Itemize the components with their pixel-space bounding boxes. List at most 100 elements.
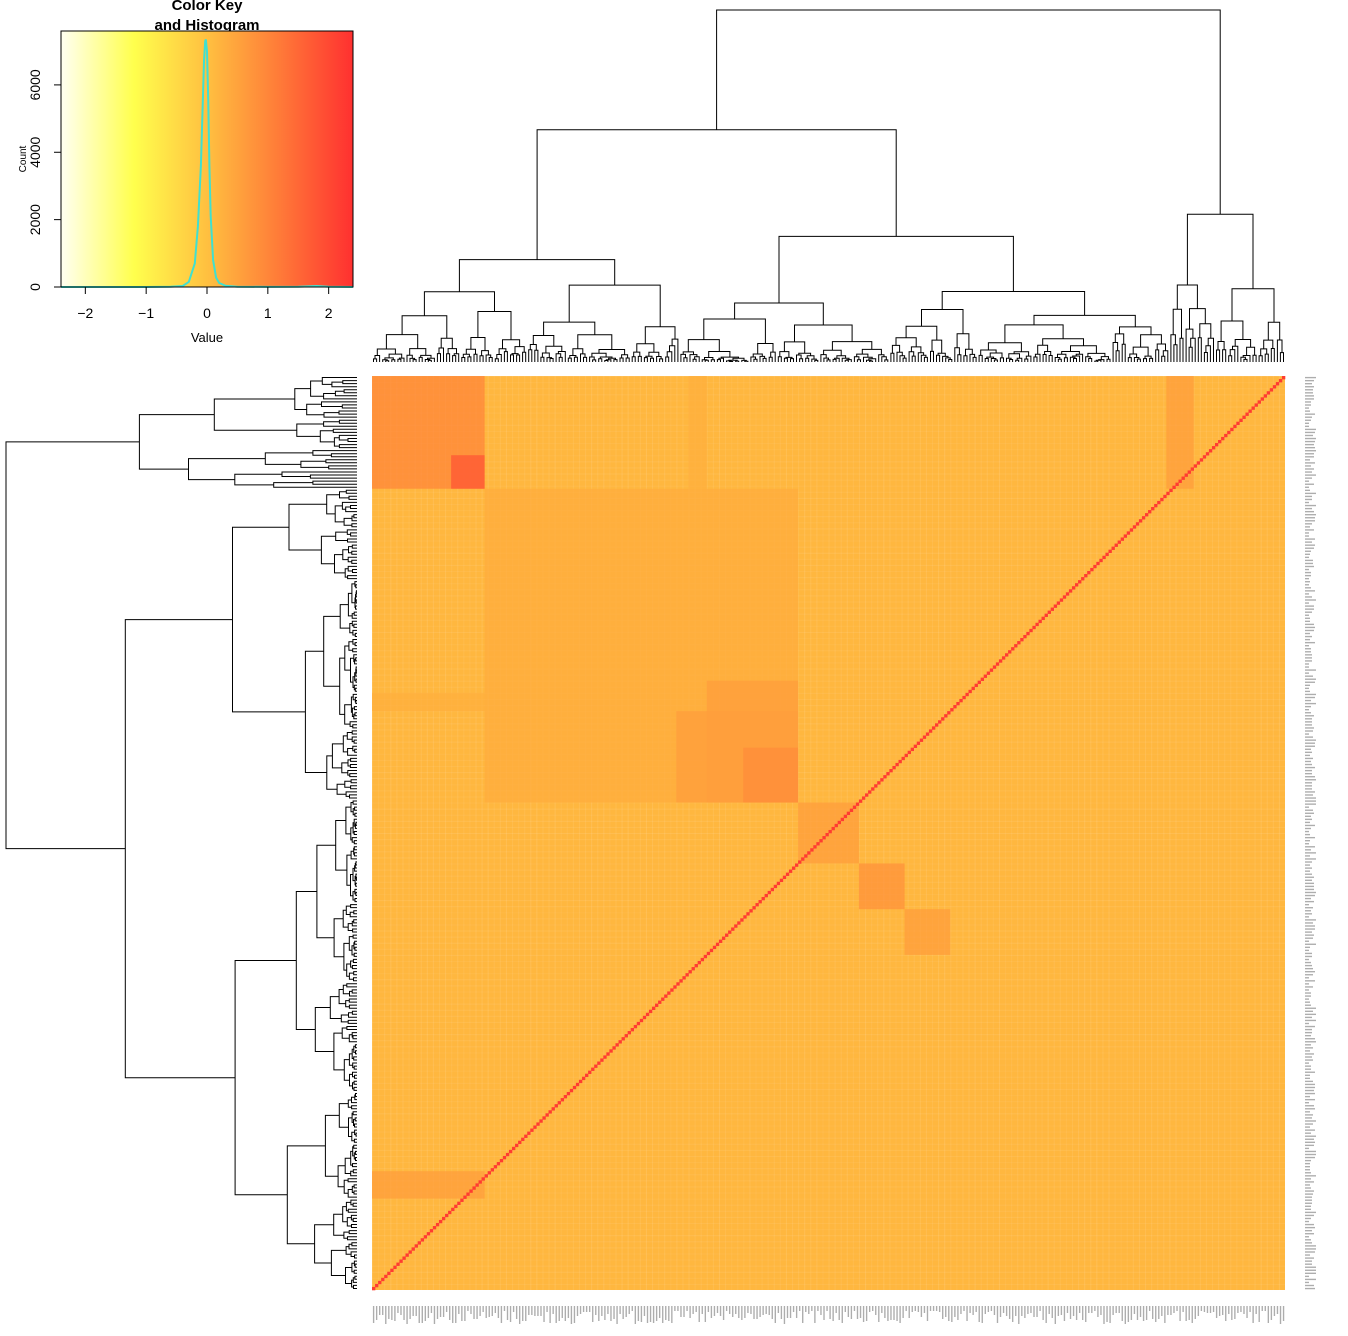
dendrogram-link bbox=[1037, 344, 1049, 355]
dendrogram-link bbox=[321, 401, 357, 407]
row-label bbox=[1305, 535, 1309, 537]
row-label bbox=[1305, 693, 1316, 696]
column-label bbox=[1173, 1306, 1175, 1313]
dendrogram-link bbox=[1216, 349, 1221, 362]
row-label bbox=[1305, 538, 1315, 540]
column-label bbox=[1158, 1306, 1160, 1319]
x-tick-label: 2 bbox=[325, 305, 333, 321]
row-label bbox=[1305, 751, 1312, 754]
column-label bbox=[838, 1306, 840, 1320]
column-label bbox=[951, 1306, 953, 1322]
row-label bbox=[1305, 1108, 1315, 1110]
dendrogram-link bbox=[324, 1114, 340, 1177]
diagonal-cell bbox=[1169, 488, 1173, 493]
row-label bbox=[1305, 1287, 1315, 1290]
diagonal-cell bbox=[1178, 479, 1182, 483]
diagonal-cell bbox=[533, 1125, 537, 1129]
dendrogram-link bbox=[234, 473, 282, 486]
row-label bbox=[1305, 422, 1309, 424]
diagonal-cell bbox=[861, 796, 866, 800]
column-label bbox=[1069, 1306, 1072, 1319]
diagonal-cell bbox=[502, 1155, 507, 1160]
dendrogram-link bbox=[349, 794, 357, 799]
dendrogram-link bbox=[347, 575, 357, 580]
row-label bbox=[1305, 961, 1311, 964]
dendrogram-link bbox=[310, 380, 324, 397]
row-label bbox=[1305, 897, 1311, 900]
diagonal-cell bbox=[1044, 613, 1048, 617]
column-label bbox=[1243, 1306, 1245, 1314]
diagonal-cell bbox=[1175, 482, 1179, 486]
diagonal-cell bbox=[795, 863, 799, 867]
dendrogram-link bbox=[1199, 323, 1212, 339]
y-tick-label: 4000 bbox=[27, 136, 43, 167]
row-label bbox=[1305, 632, 1310, 635]
column-label bbox=[1182, 1306, 1184, 1312]
dendrogram-link bbox=[351, 1010, 357, 1015]
row-label bbox=[1305, 1233, 1314, 1235]
row-label bbox=[1305, 1095, 1310, 1098]
row-label bbox=[1305, 754, 1310, 757]
row-label bbox=[1305, 611, 1312, 613]
diagonal-cell bbox=[417, 1241, 421, 1245]
dendrogram-link bbox=[347, 556, 357, 563]
row-label bbox=[1305, 593, 1309, 595]
dendrogram-link bbox=[1270, 348, 1275, 362]
column-label bbox=[817, 1306, 819, 1311]
column-label bbox=[701, 1306, 703, 1314]
column-label bbox=[911, 1306, 913, 1312]
column-label bbox=[385, 1306, 387, 1324]
dendrogram-link bbox=[354, 1123, 357, 1128]
column-label bbox=[1012, 1306, 1014, 1322]
column-label bbox=[461, 1306, 463, 1321]
diagonal-cell bbox=[572, 1085, 577, 1090]
row-label bbox=[1305, 1050, 1310, 1052]
column-label bbox=[500, 1306, 503, 1323]
column-label bbox=[884, 1306, 886, 1318]
dendrogram-link bbox=[355, 678, 357, 683]
row-labels bbox=[1305, 376, 1316, 1290]
dendrogram-link bbox=[354, 946, 357, 951]
diagonal-cell bbox=[922, 735, 927, 739]
column-label bbox=[512, 1306, 515, 1312]
dendrogram-link bbox=[346, 529, 357, 535]
diagonal-cell bbox=[1269, 388, 1274, 392]
diagonal-cell bbox=[661, 997, 665, 1001]
column-label bbox=[485, 1306, 487, 1318]
diagonal-cell bbox=[1011, 647, 1015, 651]
column-label bbox=[802, 1306, 804, 1323]
dendrogram-link bbox=[799, 358, 804, 362]
dendrogram-link bbox=[1149, 357, 1154, 362]
diagonal-cell bbox=[1199, 458, 1204, 462]
diagonal-cell bbox=[1211, 446, 1216, 450]
diagonal-cell bbox=[606, 1052, 610, 1056]
row-label bbox=[1305, 812, 1314, 814]
row-label bbox=[1305, 1004, 1311, 1006]
column-label bbox=[388, 1306, 390, 1319]
dendrogram-link bbox=[347, 438, 357, 442]
dendrogram-link bbox=[1170, 334, 1176, 362]
row-label bbox=[1305, 1059, 1313, 1061]
row-label bbox=[1305, 1187, 1311, 1189]
row-label bbox=[1305, 1272, 1316, 1274]
diagonal-cell bbox=[1001, 656, 1006, 660]
column-label bbox=[464, 1306, 466, 1321]
dendrogram-link bbox=[604, 360, 609, 362]
column-label bbox=[1185, 1306, 1187, 1321]
diagonal-cell bbox=[995, 662, 1000, 666]
row-label bbox=[1305, 903, 1309, 906]
column-label bbox=[1060, 1306, 1063, 1315]
diagonal-cell bbox=[411, 1247, 415, 1251]
column-label bbox=[1094, 1306, 1096, 1311]
diagonal-cell bbox=[499, 1158, 504, 1163]
diagonal-cell bbox=[481, 1177, 485, 1181]
diagonal-cell bbox=[1181, 476, 1185, 480]
row-label bbox=[1305, 1038, 1315, 1040]
row-label bbox=[1305, 1217, 1311, 1220]
row-label bbox=[1305, 888, 1314, 891]
column-label bbox=[1133, 1306, 1136, 1314]
dendrogram-link bbox=[558, 356, 563, 362]
column-label bbox=[808, 1306, 810, 1314]
dendrogram-link bbox=[1136, 358, 1141, 362]
diagonal-cell bbox=[530, 1128, 534, 1132]
